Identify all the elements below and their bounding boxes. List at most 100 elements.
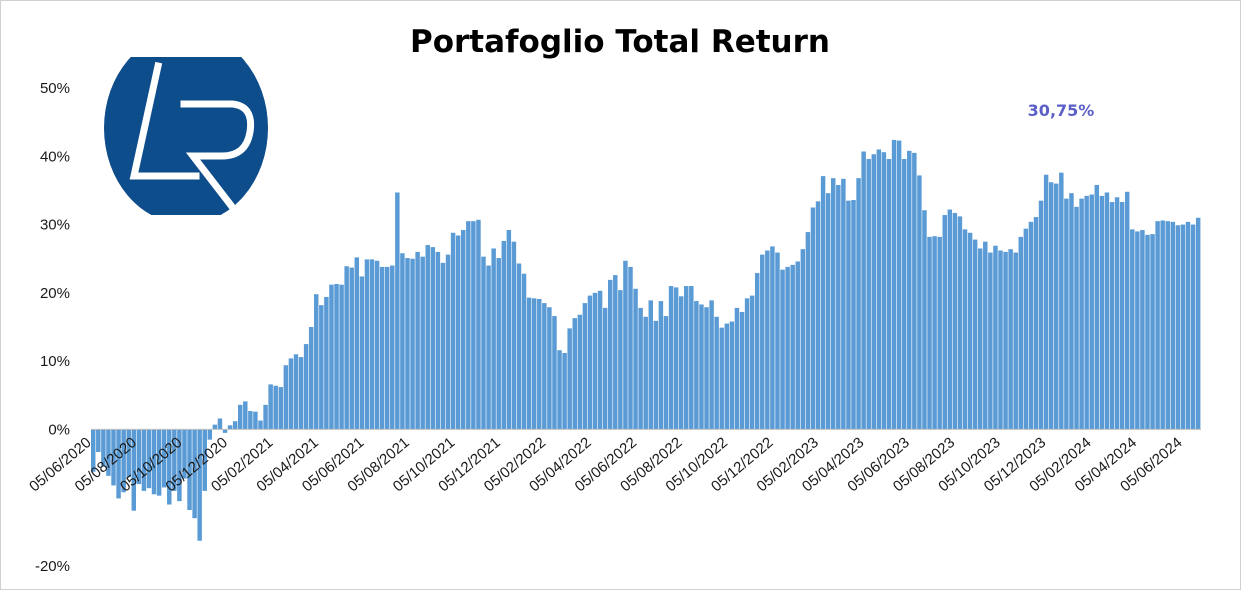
bar (217, 418, 223, 430)
bar (836, 184, 841, 430)
bar (212, 424, 218, 430)
bar (638, 307, 643, 430)
bar (237, 404, 243, 430)
logo-letter-r (180, 100, 255, 213)
bar (314, 294, 319, 430)
bar (562, 352, 567, 430)
bar (1079, 198, 1084, 430)
bar (116, 429, 121, 499)
bar (339, 284, 344, 430)
annotations: 30,75% (1028, 101, 1095, 120)
y-tick-label: 0% (48, 421, 70, 438)
y-axis: -20% 0% 10% 20% 30% 40% 50% (35, 80, 70, 575)
bar (491, 248, 496, 430)
bar (856, 178, 861, 430)
bar (831, 178, 836, 430)
bar (1023, 228, 1029, 430)
bar (511, 241, 517, 430)
bar (111, 429, 116, 486)
bar (253, 411, 258, 430)
bar (334, 283, 339, 430)
bar (344, 266, 349, 430)
bar (942, 215, 947, 430)
bar (207, 429, 213, 440)
bar (1013, 252, 1018, 430)
bar (967, 232, 973, 430)
bar (917, 175, 922, 430)
last-value-annotation: 30,75% (1028, 101, 1095, 120)
bar (780, 269, 785, 430)
bar (861, 151, 866, 430)
bar (151, 429, 157, 495)
bar (881, 152, 887, 430)
bar (901, 159, 907, 430)
bar (567, 328, 572, 430)
bar (643, 316, 648, 430)
bar (1059, 172, 1064, 430)
bar (101, 429, 106, 467)
bar (521, 273, 527, 430)
bar (1038, 200, 1044, 430)
bar (455, 235, 461, 430)
bar (820, 176, 826, 430)
bar (146, 429, 152, 489)
bar (972, 239, 978, 430)
bar (486, 265, 491, 430)
bar (354, 257, 360, 430)
bar (156, 429, 162, 496)
y-tick-label: 10% (40, 353, 70, 370)
bar (501, 240, 507, 430)
bar (430, 247, 436, 430)
bar (724, 323, 730, 430)
bar (699, 304, 704, 430)
bar (450, 232, 456, 430)
bar (537, 299, 542, 430)
bar (765, 250, 770, 430)
bar (248, 410, 253, 430)
bar (547, 307, 552, 430)
bar (1180, 224, 1186, 430)
bar (709, 300, 714, 430)
bar (825, 193, 831, 430)
bar (121, 429, 126, 493)
bar (1048, 182, 1054, 430)
bar (531, 298, 537, 430)
bar (400, 253, 405, 430)
bar (1018, 236, 1023, 430)
bar (161, 429, 167, 488)
bar (172, 429, 177, 491)
bar (1074, 206, 1079, 430)
bar (1160, 220, 1165, 430)
bar (405, 258, 410, 430)
bar (800, 249, 806, 430)
bar (668, 286, 674, 430)
bar (653, 320, 659, 430)
bar (907, 150, 912, 430)
bar (962, 229, 968, 430)
bar (947, 209, 953, 430)
bar (876, 149, 882, 430)
bar (1119, 202, 1125, 430)
bar (283, 365, 289, 430)
bar (582, 303, 588, 430)
bar (440, 262, 446, 430)
bar (192, 429, 197, 519)
bar (785, 266, 790, 430)
bar (425, 245, 430, 430)
bar (805, 232, 811, 430)
bar (136, 429, 142, 485)
bar (232, 421, 238, 430)
bar (420, 256, 425, 430)
bar (258, 420, 263, 430)
bar (912, 152, 917, 430)
bar (182, 429, 187, 479)
bar (263, 404, 268, 430)
bar (1135, 231, 1140, 430)
bar (364, 259, 370, 430)
bar (324, 296, 329, 430)
bar (106, 429, 111, 476)
bar-series (91, 139, 1201, 541)
y-tick-label: 40% (40, 148, 70, 165)
bar (390, 265, 395, 430)
bar (815, 201, 821, 430)
